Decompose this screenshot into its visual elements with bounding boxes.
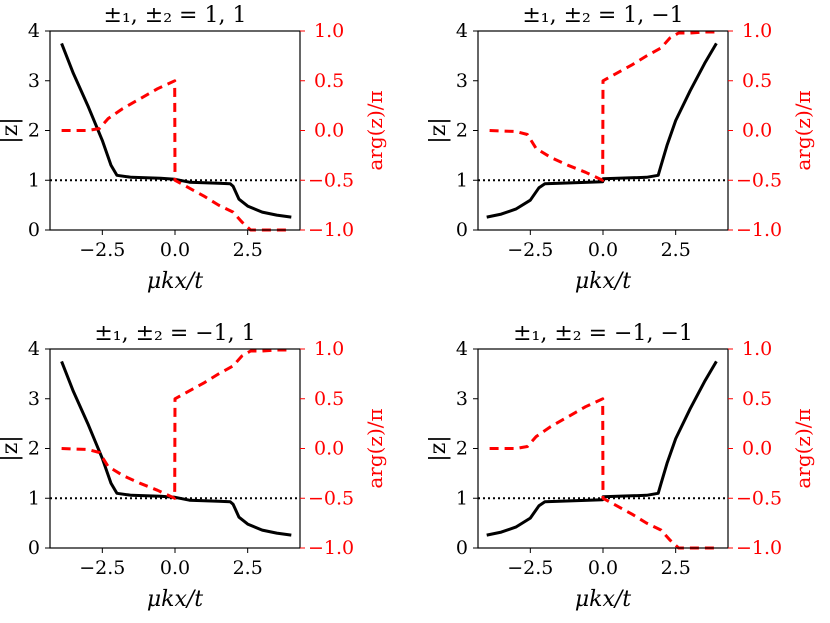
y-axis-label: |z| [0, 117, 23, 143]
y-right-tick-label: 1.0 [742, 20, 772, 42]
y-right-tick-label: −1.0 [308, 219, 354, 241]
y-tick-label: 3 [28, 388, 40, 410]
x-axis-label: μkx/t [147, 269, 203, 294]
y-right-axis-label: arg(z)/π [363, 90, 387, 170]
y-axis-label: |z| [426, 117, 451, 143]
y-tick-label: 2 [28, 438, 40, 460]
x-tick-label: 2.5 [661, 239, 691, 261]
y-tick-label: 0 [456, 537, 468, 559]
panel-3: −2.5 0.0 2.5 0 1 2 3 4 −1.0 −0.5 0.0 0.5 1.0 ±₁, ±₂ =… [0, 321, 387, 612]
y-tick-label: 2 [28, 120, 40, 142]
y-right-tick-label: 0.5 [314, 70, 344, 92]
series-abs [60, 42, 292, 219]
y-right-tick-label: 0.0 [742, 120, 772, 142]
series-abs [486, 42, 718, 219]
x-tick-label: −2.5 [79, 239, 125, 261]
y-right-tick-label: −1.0 [736, 219, 782, 241]
y-right-tick-label: −0.5 [736, 169, 782, 191]
panel-4: −2.5 0.0 2.5 0 1 2 3 4 −1.0 −0.5 0.0 0.5 1.0 ±₁, ±₂ =… [426, 321, 815, 612]
plot-frame [49, 30, 301, 231]
y-tick-label: 2 [456, 438, 468, 460]
x-tick-label: −2.5 [507, 239, 553, 261]
x-tick-label: −2.5 [79, 557, 125, 579]
y-tick-label: 0 [28, 537, 40, 559]
series-arg [61, 79, 292, 232]
x-axis-label: μkx/t [575, 269, 631, 294]
x-tick-label: −2.5 [507, 557, 553, 579]
y-right-tick-label: 0.5 [742, 70, 772, 92]
y-right-tick-label: −0.5 [308, 487, 354, 509]
y-right-tick-label: −0.5 [736, 487, 782, 509]
y-tick-label: 1 [456, 169, 468, 191]
y-tick-label: 4 [456, 20, 468, 42]
x-tick-label: 0.0 [160, 239, 190, 261]
y-tick-label: 4 [28, 338, 40, 360]
y-tick-label: 0 [456, 219, 468, 241]
panel-title: ±₁, ±₂ = −1, −1 [513, 321, 693, 346]
y-right-axis-label: arg(z)/π [363, 408, 387, 488]
series-abs [60, 360, 292, 537]
y-tick-label: 3 [456, 388, 468, 410]
y-tick-label: 3 [28, 70, 40, 92]
y-right-tick-label: 1.0 [742, 338, 772, 360]
panel-1: −2.5 0.0 2.5 0 1 2 3 4 −1.0 −0.5 0.0 0.5 1.0 ±₁, ±₂ =… [0, 3, 387, 294]
y-tick-label: 1 [456, 487, 468, 509]
y-right-axis-label: arg(z)/π [791, 408, 815, 488]
x-axis-label: μkx/t [575, 587, 631, 612]
y-right-axis-label: arg(z)/π [791, 90, 815, 170]
y-right-tick-label: 1.0 [314, 20, 344, 42]
plot-frame [477, 348, 729, 549]
y-tick-label: 4 [456, 338, 468, 360]
y-right-tick-label: 0.0 [742, 438, 772, 460]
x-tick-label: 2.5 [661, 557, 691, 579]
x-tick-label: 0.0 [588, 557, 618, 579]
y-axis-label: |z| [426, 435, 451, 461]
series-arg [489, 30, 720, 182]
y-tick-label: 1 [28, 169, 40, 191]
x-tick-label: 0.0 [588, 239, 618, 261]
x-tick-label: 2.5 [233, 557, 263, 579]
y-right-tick-label: 0.0 [314, 120, 344, 142]
plot-frame [477, 30, 729, 231]
y-right-tick-label: 0.5 [742, 388, 772, 410]
plot-frame [49, 348, 301, 549]
y-right-tick-label: 0.5 [314, 388, 344, 410]
x-tick-label: 0.0 [160, 557, 190, 579]
y-axis-label: |z| [0, 435, 23, 461]
y-right-tick-label: −1.0 [308, 537, 354, 559]
panel-title: ±₁, ±₂ = 1, 1 [104, 3, 247, 28]
series-arg [61, 348, 292, 500]
y-tick-label: 0 [28, 219, 40, 241]
y-tick-label: 2 [456, 120, 468, 142]
panel-2: −2.5 0.0 2.5 0 1 2 3 4 −1.0 −0.5 0.0 0.5 1.0 ±₁, ±₂ =… [426, 3, 815, 294]
y-right-tick-label: −1.0 [736, 537, 782, 559]
y-right-tick-label: −0.5 [308, 169, 354, 191]
y-right-tick-label: 1.0 [314, 338, 344, 360]
x-tick-label: 2.5 [233, 239, 263, 261]
y-tick-label: 4 [28, 20, 40, 42]
y-right-tick-label: 0.0 [314, 438, 344, 460]
y-tick-label: 3 [456, 70, 468, 92]
panel-title: ±₁, ±₂ = 1, −1 [522, 3, 683, 28]
x-axis-label: μkx/t [147, 587, 203, 612]
panel-title: ±₁, ±₂ = −1, 1 [94, 321, 255, 346]
y-tick-label: 1 [28, 487, 40, 509]
